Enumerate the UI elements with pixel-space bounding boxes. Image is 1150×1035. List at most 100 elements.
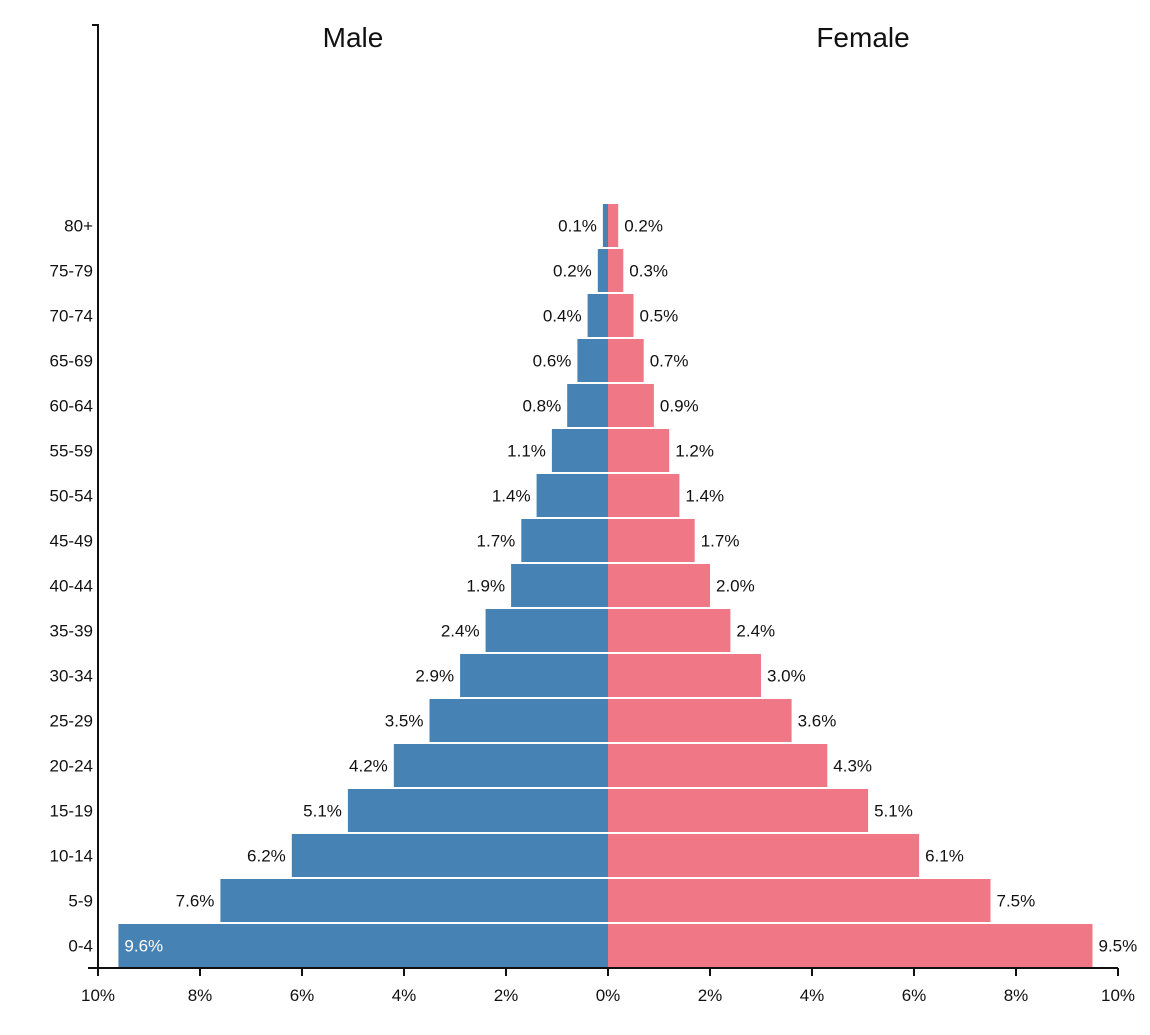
female-value-label: 3.0% bbox=[767, 667, 806, 686]
male-bar-0-4 bbox=[118, 924, 609, 967]
x-tick-label: 8% bbox=[1004, 986, 1029, 1005]
male-bar-65-69 bbox=[577, 339, 608, 382]
male-value-label: 1.7% bbox=[477, 532, 516, 551]
male-value-label: 9.6% bbox=[124, 937, 163, 956]
male-value-label: 2.9% bbox=[415, 667, 454, 686]
x-tick-label: 2% bbox=[698, 986, 723, 1005]
female-title: Female bbox=[816, 22, 909, 53]
male-value-label: 0.4% bbox=[543, 307, 582, 326]
x-tick-label: 0% bbox=[596, 986, 621, 1005]
male-bar-15-19 bbox=[347, 789, 608, 832]
y-tick-label: 20-24 bbox=[50, 757, 93, 776]
female-bar-55-59 bbox=[608, 429, 670, 472]
x-tick-label: 4% bbox=[800, 986, 825, 1005]
male-bar-80+ bbox=[602, 204, 608, 247]
y-axis-line bbox=[92, 24, 99, 968]
y-tick-label: 65-69 bbox=[50, 352, 93, 371]
female-value-label: 0.3% bbox=[629, 262, 668, 281]
female-value-label: 0.9% bbox=[660, 397, 699, 416]
female-value-label: 1.2% bbox=[675, 442, 714, 461]
female-bar-70-74 bbox=[608, 294, 634, 337]
x-tick-label: 4% bbox=[392, 986, 417, 1005]
male-value-label: 4.2% bbox=[349, 757, 388, 776]
y-tick-label: 50-54 bbox=[50, 487, 93, 506]
female-value-label: 2.0% bbox=[716, 577, 755, 596]
female-bar-10-14 bbox=[608, 834, 920, 877]
male-bar-60-64 bbox=[567, 384, 608, 427]
female-bar-75-79 bbox=[608, 249, 624, 292]
male-value-label: 5.1% bbox=[303, 802, 342, 821]
male-bar-45-49 bbox=[521, 519, 608, 562]
male-bar-5-9 bbox=[220, 879, 608, 922]
female-bar-40-44 bbox=[608, 564, 710, 607]
female-value-label: 3.6% bbox=[798, 712, 837, 731]
male-value-label: 3.5% bbox=[385, 712, 424, 731]
female-bar-30-34 bbox=[608, 654, 761, 697]
male-bar-35-39 bbox=[485, 609, 608, 652]
female-value-label: 4.3% bbox=[833, 757, 872, 776]
male-value-label: 1.4% bbox=[492, 487, 531, 506]
y-tick-label: 40-44 bbox=[50, 577, 93, 596]
x-tick-label: 8% bbox=[188, 986, 213, 1005]
female-value-label: 1.4% bbox=[685, 487, 724, 506]
male-value-label: 0.8% bbox=[522, 397, 561, 416]
female-bar-80+ bbox=[608, 204, 619, 247]
y-tick-label: 10-14 bbox=[50, 847, 93, 866]
male-value-label: 2.4% bbox=[441, 622, 480, 641]
female-bar-50-54 bbox=[608, 474, 680, 517]
male-bar-50-54 bbox=[536, 474, 608, 517]
female-value-label: 2.4% bbox=[736, 622, 775, 641]
x-tick-label: 2% bbox=[494, 986, 519, 1005]
male-bar-30-34 bbox=[460, 654, 608, 697]
male-value-label: 6.2% bbox=[247, 847, 286, 866]
female-bar-45-49 bbox=[608, 519, 695, 562]
y-tick-label: 5-9 bbox=[68, 892, 93, 911]
male-value-label: 7.6% bbox=[176, 892, 215, 911]
female-value-label: 7.5% bbox=[997, 892, 1036, 911]
female-bar-5-9 bbox=[608, 879, 991, 922]
male-bar-70-74 bbox=[587, 294, 608, 337]
male-bar-25-29 bbox=[429, 699, 608, 742]
y-tick-label: 45-49 bbox=[50, 532, 93, 551]
y-tick-label: 15-19 bbox=[50, 802, 93, 821]
y-tick-label: 0-4 bbox=[68, 937, 93, 956]
y-tick-label: 80+ bbox=[64, 217, 93, 236]
female-bar-25-29 bbox=[608, 699, 792, 742]
male-bar-55-59 bbox=[551, 429, 608, 472]
y-tick-label: 55-59 bbox=[50, 442, 93, 461]
x-tick-label: 6% bbox=[902, 986, 927, 1005]
female-value-label: 5.1% bbox=[874, 802, 913, 821]
female-value-label: 1.7% bbox=[701, 532, 740, 551]
male-title: Male bbox=[323, 22, 384, 53]
x-tick-label: 10% bbox=[81, 986, 115, 1005]
x-tick-label: 10% bbox=[1101, 986, 1135, 1005]
female-value-label: 0.7% bbox=[650, 352, 689, 371]
female-bar-20-24 bbox=[608, 744, 828, 787]
female-bar-35-39 bbox=[608, 609, 731, 652]
male-value-label: 0.1% bbox=[558, 217, 597, 236]
female-value-label: 9.5% bbox=[1099, 937, 1138, 956]
male-bar-75-79 bbox=[597, 249, 608, 292]
y-tick-label: 25-29 bbox=[50, 712, 93, 731]
female-bar-60-64 bbox=[608, 384, 654, 427]
male-value-label: 0.6% bbox=[533, 352, 572, 371]
female-bar-0-4 bbox=[608, 924, 1093, 967]
male-bar-10-14 bbox=[291, 834, 608, 877]
male-value-label: 1.1% bbox=[507, 442, 546, 461]
male-value-label: 0.2% bbox=[553, 262, 592, 281]
y-tick-label: 35-39 bbox=[50, 622, 93, 641]
y-tick-label: 30-34 bbox=[50, 667, 93, 686]
male-bar-40-44 bbox=[511, 564, 608, 607]
female-value-label: 6.1% bbox=[925, 847, 964, 866]
y-tick-label: 70-74 bbox=[50, 307, 93, 326]
x-tick-label: 6% bbox=[290, 986, 315, 1005]
female-bar-65-69 bbox=[608, 339, 644, 382]
female-value-label: 0.2% bbox=[624, 217, 663, 236]
male-value-label: 1.9% bbox=[466, 577, 505, 596]
female-bar-15-19 bbox=[608, 789, 869, 832]
y-tick-label: 75-79 bbox=[50, 262, 93, 281]
y-tick-label: 60-64 bbox=[50, 397, 93, 416]
male-bar-20-24 bbox=[393, 744, 608, 787]
female-value-label: 0.5% bbox=[640, 307, 679, 326]
